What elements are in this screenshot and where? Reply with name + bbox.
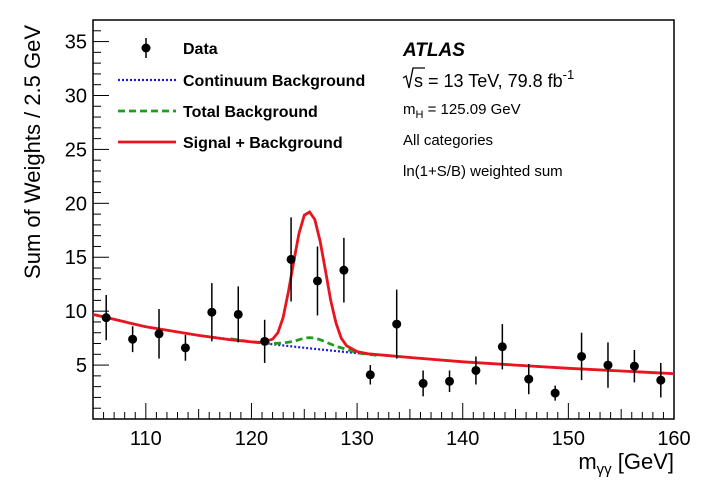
x-tick-labels: 110 120 130 140 150 160 [130, 428, 691, 450]
data-point-marker [260, 336, 270, 346]
atlas-label: ATLAS [402, 40, 465, 61]
data-point-marker [101, 313, 111, 323]
data-point-marker [418, 378, 428, 388]
y-tick-label: 30 [65, 85, 87, 107]
y-tick-label: 15 [65, 247, 87, 269]
x-tick-label: 120 [235, 428, 268, 450]
data-point [524, 364, 534, 395]
data-point [392, 289, 402, 359]
data-point [128, 326, 138, 353]
x-axis-title: mγγ [GeV] [578, 449, 674, 478]
energy-label: s = 13 TeV, 79.8 fb-1 [402, 67, 574, 91]
data-points [101, 217, 666, 401]
data-point-marker [524, 374, 534, 384]
higgs-mass-label: mH = 125.09 GeV [403, 101, 521, 121]
data-point [418, 370, 428, 397]
data-point [260, 319, 270, 363]
data-point-marker [154, 329, 164, 339]
legend-entry-signal: Signal + Background [118, 135, 343, 152]
legend-label-data: Data [183, 41, 218, 58]
energy-text: s = 13 TeV, 79.8 fb-1 [414, 67, 574, 91]
legend-label-continuum: Continuum Background [183, 73, 365, 90]
y-axis-title: Sum of Weights / 2.5 GeV [20, 25, 45, 279]
data-point [154, 309, 164, 359]
x-tick-label: 130 [340, 428, 373, 450]
x-tick-label: 140 [446, 428, 479, 450]
data-point [471, 356, 481, 385]
data-point [180, 334, 190, 361]
data-point [286, 217, 296, 302]
legend-entry-data: Data [141, 38, 218, 58]
data-point-marker [365, 370, 375, 380]
data-point [577, 332, 587, 381]
legend-entry-total: Total Background [118, 104, 318, 121]
data-point [101, 294, 111, 341]
data-point [603, 342, 613, 388]
sqrt-symbol [402, 67, 425, 89]
data-point-marker [180, 343, 190, 353]
data-point-marker [656, 375, 666, 385]
legend-label-signal: Signal + Background [183, 135, 343, 152]
data-point-marker [550, 388, 560, 398]
weighting-label: ln(1+S/B) weighted sum [403, 163, 563, 180]
data-point-marker [577, 351, 587, 361]
legend-data-marker [141, 43, 151, 53]
data-point [365, 365, 375, 385]
data-point-marker [392, 319, 402, 329]
data-point-marker [445, 376, 455, 386]
data-point-marker [339, 265, 349, 275]
y-tick-label: 10 [65, 301, 87, 323]
data-point [339, 237, 349, 303]
data-point-marker [629, 361, 639, 371]
data-point [550, 385, 560, 401]
categories-label: All categories [403, 132, 493, 149]
signal-plus-background-curve [92, 210, 675, 376]
y-tick-label: 25 [65, 139, 87, 161]
axis-ticks [92, 19, 675, 419]
data-point [233, 286, 243, 343]
data-point [445, 370, 455, 393]
x-tick-label: 150 [552, 428, 585, 450]
total-background-curve [230, 336, 379, 357]
legend-entry-continuum: Continuum Background [118, 73, 365, 90]
y-tick-label: 5 [76, 355, 87, 377]
y-tick-label: 20 [65, 193, 87, 215]
data-point-marker [128, 334, 138, 344]
data-point-marker [286, 254, 296, 264]
plot-frame [92, 19, 675, 420]
continuum-background-curve [92, 313, 675, 375]
data-point-marker [233, 309, 243, 319]
legend: Data Continuum Background Total Backgrou… [118, 38, 365, 152]
x-tick-label: 160 [657, 428, 690, 450]
data-point-marker [207, 307, 217, 317]
data-point [656, 362, 666, 398]
data-point-marker [471, 365, 481, 375]
data-point [497, 324, 507, 370]
annotations: ATLAS s = 13 TeV, 79.8 fb-1 mH = 125.09 … [402, 40, 574, 180]
data-point [207, 283, 217, 342]
legend-label-total: Total Background [183, 104, 318, 121]
data-point [629, 349, 639, 383]
data-point-marker [312, 276, 322, 286]
y-tick-label: 35 [65, 32, 87, 54]
y-tick-labels: 5 10 15 20 25 30 35 [65, 32, 87, 378]
curves [92, 210, 675, 376]
data-point [312, 246, 322, 316]
data-point-marker [497, 342, 507, 352]
x-tick-label: 110 [130, 428, 162, 450]
data-point-marker [603, 360, 613, 370]
